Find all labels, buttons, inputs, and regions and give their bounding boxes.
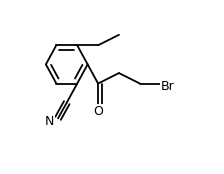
- Text: Br: Br: [161, 81, 174, 93]
- Text: O: O: [93, 105, 103, 118]
- Text: N: N: [45, 115, 54, 128]
